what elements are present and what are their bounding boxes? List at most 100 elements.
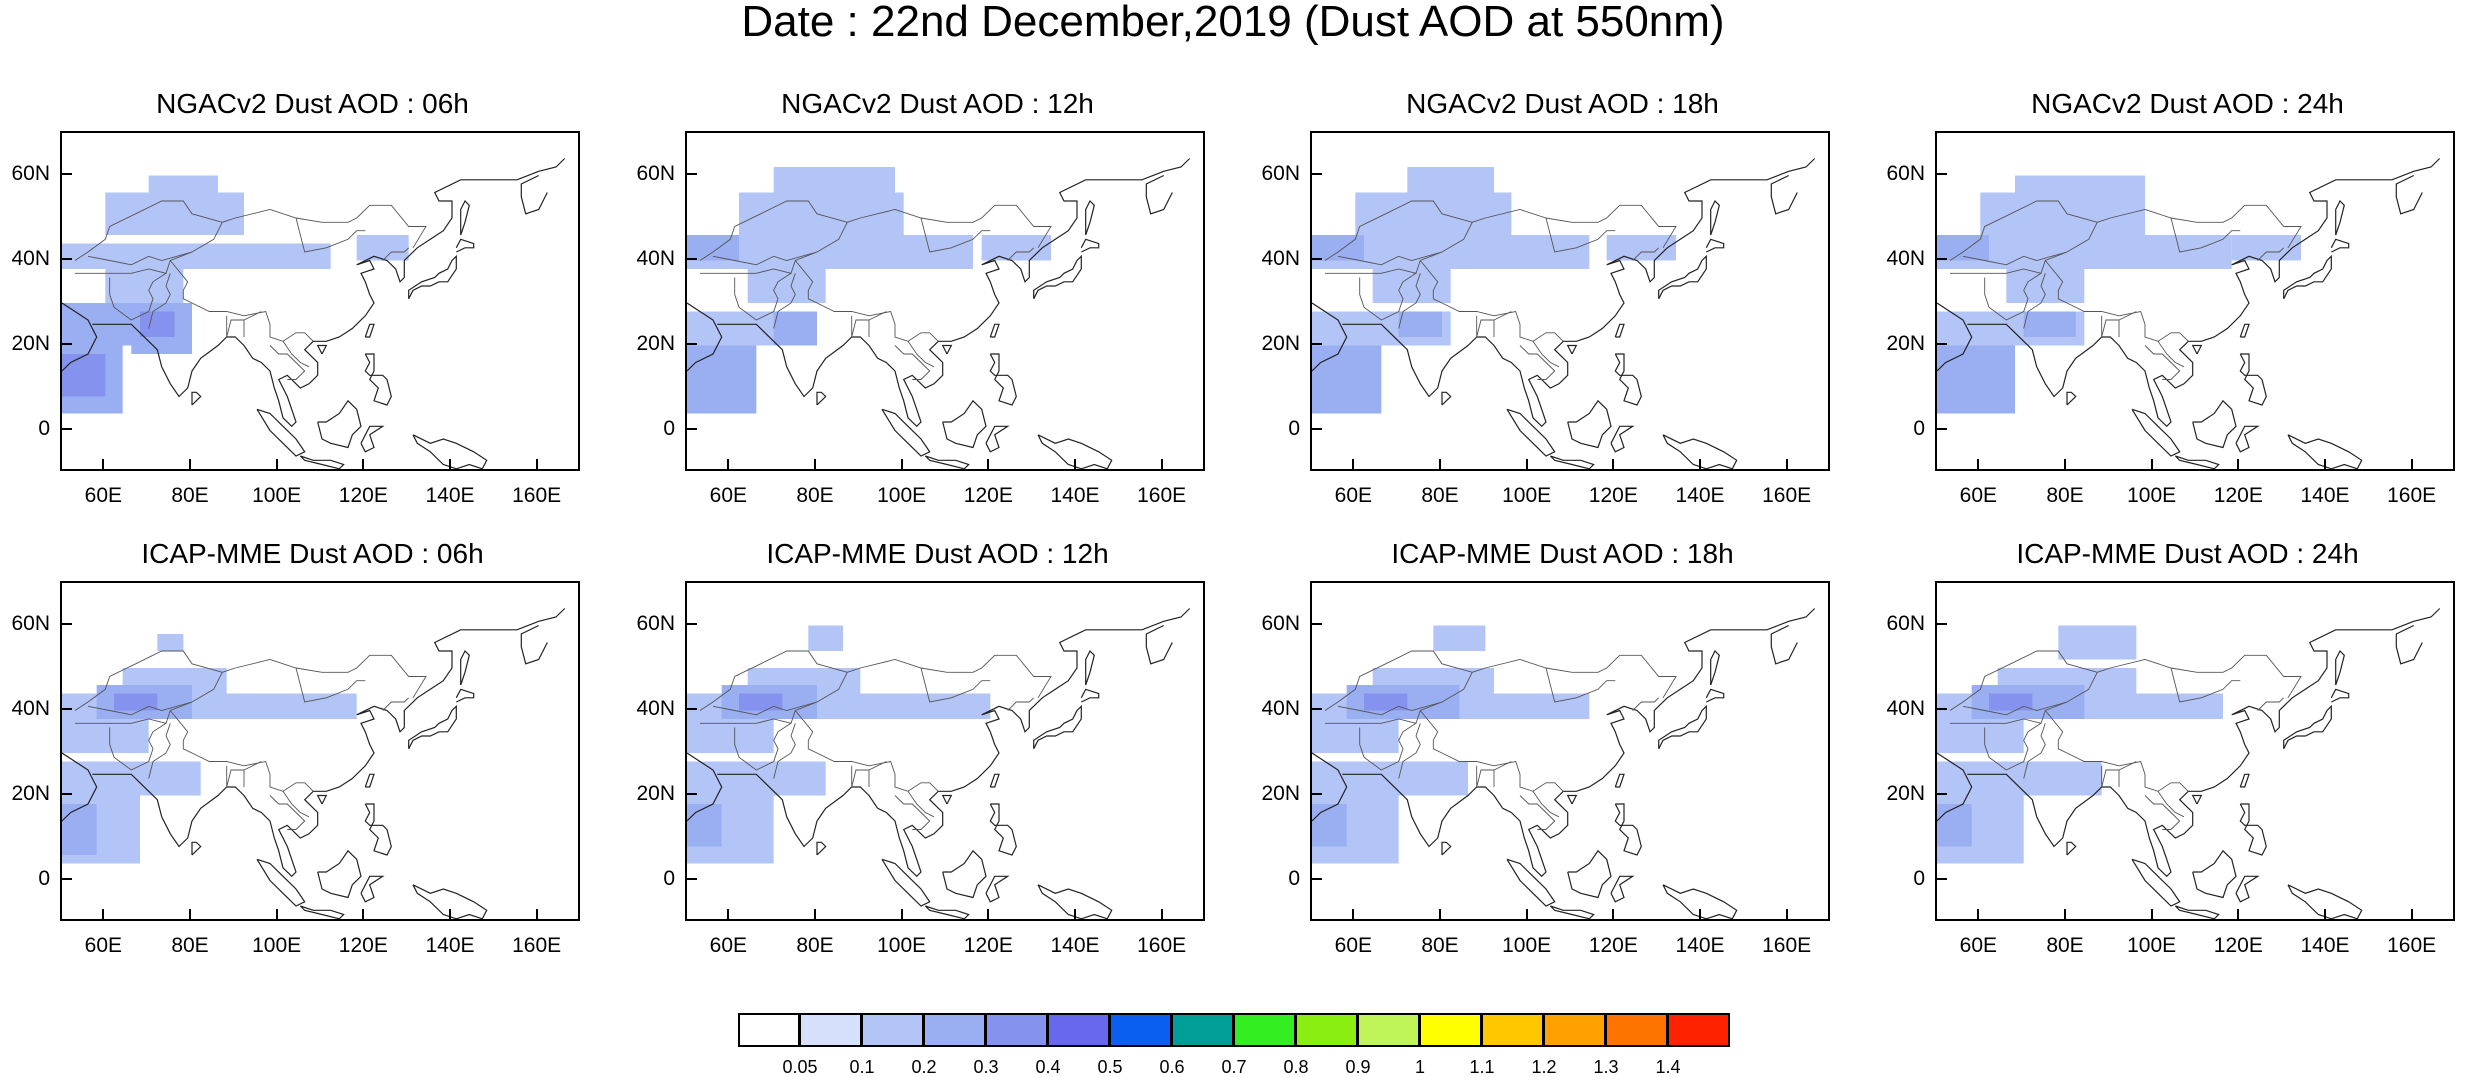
- aod-shading-cell: [687, 804, 722, 847]
- country-border: [2157, 341, 2185, 368]
- aod-shading-cell: [62, 804, 97, 855]
- coastline: [1614, 323, 1625, 338]
- coastline: [191, 391, 202, 406]
- aod-shading-cell: [773, 311, 817, 346]
- map-frame: [1310, 131, 1830, 471]
- x-tick-label: 140E: [1050, 934, 1100, 957]
- y-tick-mark: [687, 622, 697, 625]
- country-border: [2023, 273, 2046, 329]
- colorbar-label: 0.3: [973, 1057, 999, 1077]
- aod-shading-cell: [1937, 761, 2102, 796]
- coastline: [2335, 199, 2345, 236]
- aod-shading-cell: [62, 761, 201, 796]
- country-border: [169, 710, 314, 792]
- country-border: [148, 273, 171, 329]
- x-tick-label: 140E: [2300, 934, 2350, 957]
- x-tick-mark: [102, 909, 105, 919]
- coastline: [989, 803, 1017, 856]
- x-tick-mark: [2324, 909, 2326, 919]
- coastline: [924, 455, 970, 469]
- x-tick-label: 60E: [1334, 484, 1373, 507]
- x-tick-mark: [1612, 459, 1615, 469]
- country-border: [1359, 722, 1417, 771]
- country-border: [773, 723, 796, 779]
- coastline: [1441, 841, 1452, 856]
- aod-shading-cell: [157, 634, 184, 651]
- map-canvas: [687, 158, 1191, 469]
- coastline: [1658, 704, 1707, 750]
- y-tick-label: 0: [1288, 866, 1300, 890]
- country-border: [1962, 701, 2068, 716]
- colorbar-swatch: [1234, 1013, 1296, 1047]
- y-tick-mark: [1937, 427, 1947, 430]
- country-border: [1007, 247, 1035, 261]
- x-tick-mark: [1074, 909, 1076, 919]
- panel-title: NGACv2 Dust AOD : 24h: [2031, 88, 2344, 119]
- y-tick-label: 60N: [1886, 611, 1925, 635]
- y-tick-mark: [687, 427, 697, 430]
- x-tick-mark: [987, 459, 990, 469]
- coastline: [316, 794, 328, 805]
- country-border: [734, 272, 792, 321]
- y-tick-mark: [62, 622, 72, 625]
- x-tick-label: 100E: [252, 484, 302, 507]
- y-tick-mark: [1312, 342, 1322, 345]
- coastline: [1614, 353, 1642, 406]
- x-tick-mark: [2324, 459, 2326, 469]
- colorbar-label: 0.6: [1159, 1057, 1185, 1077]
- coastline: [408, 254, 457, 300]
- y-tick-label: 40N: [1886, 696, 1925, 720]
- country-border: [148, 723, 171, 779]
- coastline: [2395, 624, 2423, 665]
- coastline: [299, 455, 345, 469]
- coastline: [1770, 624, 1798, 665]
- colorbar-swatch: [1048, 1013, 1110, 1047]
- coastline: [2330, 688, 2350, 703]
- coastline: [1080, 688, 1100, 703]
- x-tick-mark: [814, 909, 816, 919]
- country-border: [1324, 200, 1473, 261]
- y-tick-mark: [1312, 622, 1322, 625]
- coastline: [989, 323, 1000, 338]
- x-tick-label: 60E: [84, 484, 123, 507]
- x-tick-mark: [900, 909, 903, 919]
- coastline: [62, 752, 98, 822]
- coastline: [717, 608, 1191, 878]
- country-border: [920, 217, 991, 253]
- map-canvas: [62, 158, 566, 469]
- x-tick-mark: [1525, 909, 1528, 919]
- coastline: [191, 841, 202, 856]
- coastline: [1662, 434, 1738, 469]
- x-tick-label: 160E: [2387, 484, 2437, 507]
- map-canvas: [1937, 158, 2441, 469]
- coastline: [1937, 752, 1973, 822]
- x-tick-mark: [2410, 459, 2413, 469]
- map-frame: [1935, 581, 2455, 921]
- x-tick-mark: [2410, 909, 2413, 919]
- coastline: [460, 199, 470, 236]
- colorbar-swatch: [1296, 1013, 1358, 1047]
- aod-shading-cell: [62, 243, 331, 269]
- country-border: [1984, 722, 2042, 771]
- aod-shading-cell: [687, 345, 757, 414]
- country-border: [1949, 200, 2098, 261]
- country-border: [700, 654, 1052, 724]
- x-tick-mark: [987, 909, 990, 919]
- aod-shading-cell: [1364, 693, 1408, 711]
- coastline: [941, 794, 953, 805]
- y-tick-label: 0: [1288, 416, 1300, 440]
- country-border: [75, 204, 427, 274]
- colorbar-label: 0.9: [1345, 1057, 1371, 1077]
- coastline: [455, 238, 475, 253]
- coastline: [687, 302, 723, 372]
- aod-shading-cell: [808, 625, 843, 651]
- country-border: [1532, 791, 1560, 818]
- colorbar-swatch: [1544, 1013, 1606, 1047]
- coastline: [1710, 199, 1720, 236]
- country-border: [907, 341, 935, 368]
- map-panel: NGACv2 Dust AOD : 18h 60N 40N 20N 0 60E 80E 100…: [1250, 88, 1875, 518]
- x-tick-label: 60E: [709, 934, 748, 957]
- country-border: [1950, 204, 2302, 274]
- colorbar-swatch: [1668, 1013, 1730, 1047]
- coastline: [1967, 608, 2441, 878]
